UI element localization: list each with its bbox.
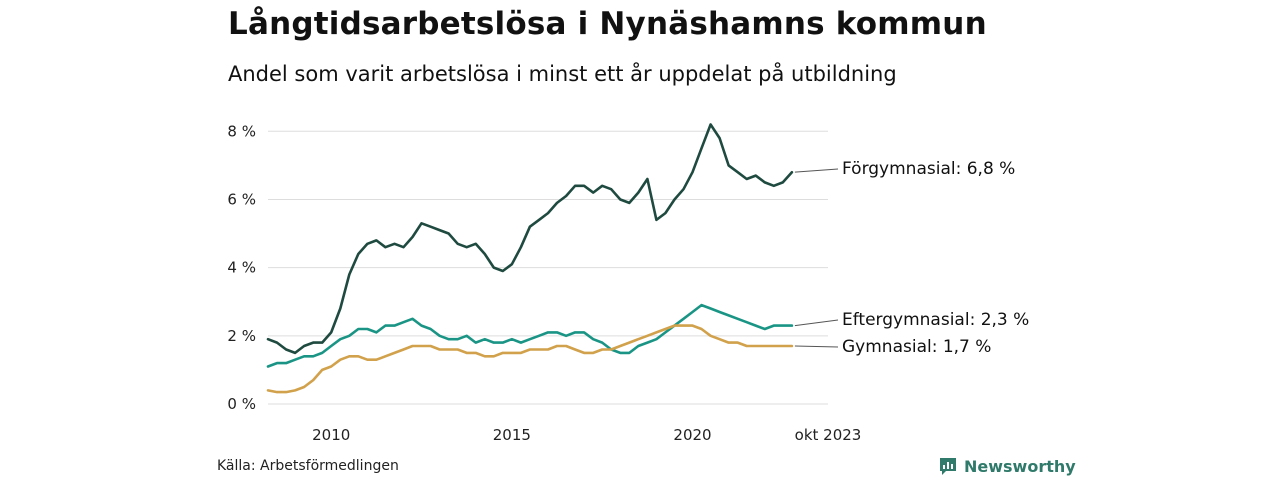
end-label-leader	[794, 319, 839, 327]
y-tick-label: 6 %	[227, 190, 256, 208]
end-label-leader	[794, 345, 839, 348]
chart-subtitle: Andel som varit arbetslösa i minst ett å…	[228, 62, 897, 86]
brand-link[interactable]: Newsworthy	[938, 456, 1076, 476]
newsworthy-logo-icon	[940, 458, 956, 475]
chart-title: Långtidsarbetslösa i Nynäshamns kommun	[228, 6, 987, 42]
end-label-leader	[794, 168, 839, 173]
x-axis: 2010 2015 2020 okt 2023	[312, 426, 861, 444]
brand-name: Newsworthy	[964, 456, 1076, 476]
y-tick-label: 4 %	[227, 259, 256, 277]
series-line-gymnasial	[266, 324, 794, 394]
end-label-förgymnasial: Förgymnasial: 6,8 %	[842, 159, 1015, 179]
series-line-eftergymnasial	[266, 303, 794, 368]
y-axis: 0 % 2 % 4 % 6 % 8 %	[227, 122, 256, 413]
x-tick-label: 2010	[312, 426, 350, 444]
series-lines	[266, 123, 794, 394]
end-label-eftergymnasial: Eftergymnasial: 2,3 %	[842, 310, 1029, 330]
y-tick-label: 0 %	[227, 395, 256, 413]
series-line-förgymnasial	[266, 123, 794, 355]
x-tick-label: 2015	[493, 426, 531, 444]
y-tick-label: 2 %	[227, 327, 256, 345]
series-end-labels: Förgymnasial: 6,8 % Eftergymnasial: 2,3 %…	[794, 159, 1029, 357]
x-tick-label: okt 2023	[795, 426, 862, 444]
y-tick-label: 8 %	[227, 122, 256, 140]
source-note: Källa: Arbetsförmedlingen	[217, 458, 399, 474]
end-label-gymnasial: Gymnasial: 1,7 %	[842, 337, 991, 357]
x-tick-label: 2020	[673, 426, 711, 444]
grid-lines	[268, 130, 828, 405]
